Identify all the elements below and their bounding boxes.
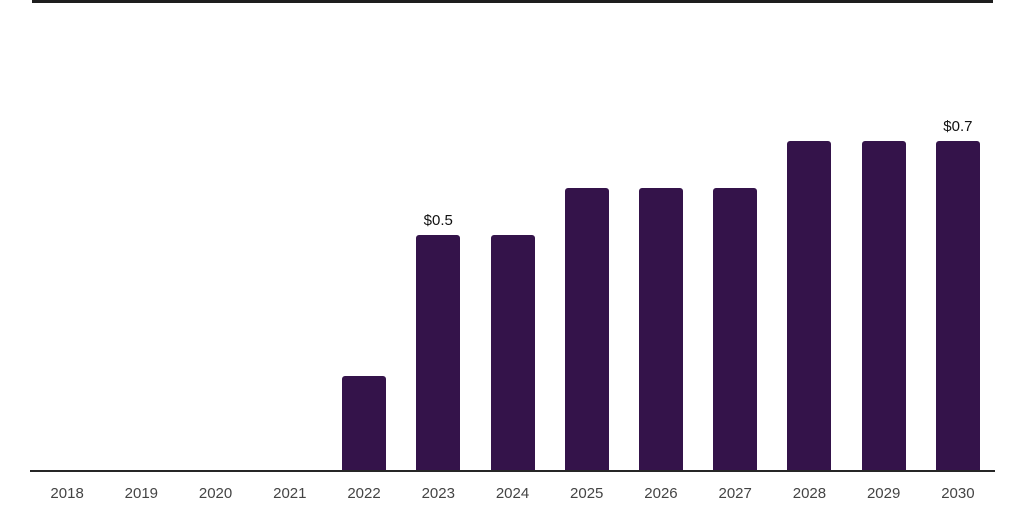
x-tick-label-2020: 2020 bbox=[198, 485, 233, 502]
x-tick-label-2019: 2019 bbox=[124, 485, 159, 502]
bar-2029 bbox=[861, 141, 906, 470]
bar-2028 bbox=[787, 141, 832, 470]
x-tick-label-2028: 2028 bbox=[792, 485, 827, 502]
top-border-rule bbox=[32, 0, 993, 3]
x-tick-label-2025: 2025 bbox=[570, 485, 604, 502]
bar-value-label-2023: $0.5 bbox=[423, 212, 453, 229]
bar-2027 bbox=[713, 188, 758, 470]
bar-2026 bbox=[638, 188, 683, 470]
x-tick-label-2029: 2029 bbox=[866, 485, 901, 502]
bar-value-label-2030: $0.7 bbox=[943, 118, 973, 135]
bar-2022 bbox=[342, 376, 387, 470]
x-tick-label-2018: 2018 bbox=[50, 485, 84, 502]
bar-2030 bbox=[935, 141, 980, 470]
bar-2025 bbox=[564, 188, 609, 470]
x-tick-label-2022: 2022 bbox=[347, 485, 381, 502]
x-tick-label-2026: 2026 bbox=[644, 485, 678, 502]
x-tick-label-2023: 2023 bbox=[421, 485, 455, 502]
x-axis-line bbox=[30, 470, 995, 472]
x-tick-label-2024: 2024 bbox=[495, 485, 530, 502]
x-tick-label-2027: 2027 bbox=[718, 485, 752, 502]
bar-2024 bbox=[490, 235, 535, 470]
x-tick-label-2030: 2030 bbox=[941, 485, 975, 502]
x-tick-label-2021: 2021 bbox=[273, 485, 307, 502]
bar-2023 bbox=[416, 235, 461, 470]
